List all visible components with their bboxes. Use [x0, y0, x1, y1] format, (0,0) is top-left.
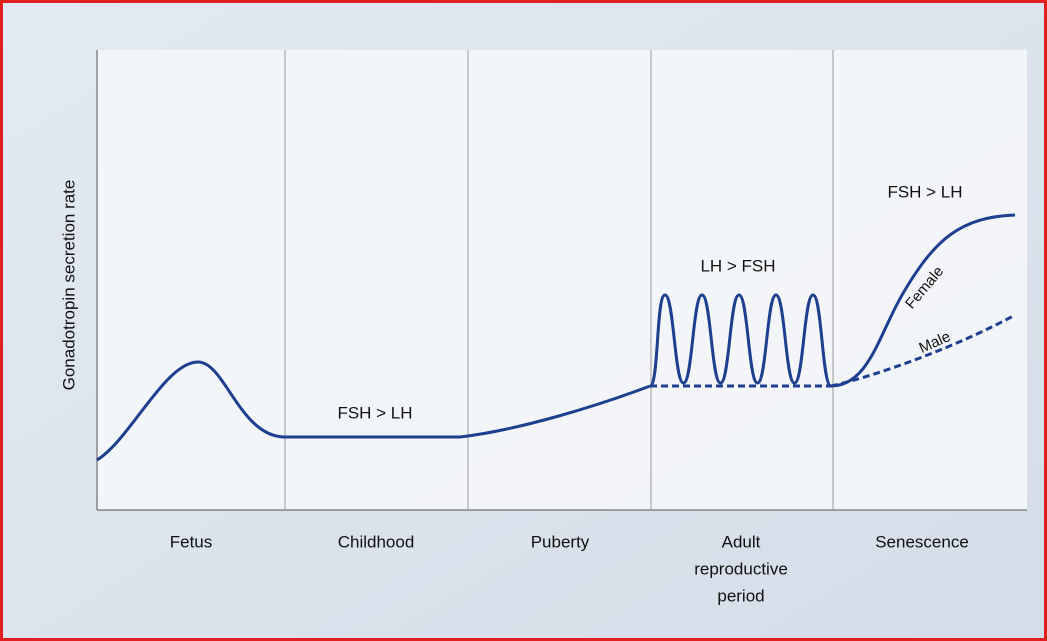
period-label: Senescence [875, 532, 969, 551]
annotation: FSH > LH [887, 182, 962, 201]
curves [96, 213, 1016, 462]
period-label: Fetus [170, 532, 213, 551]
period-label: Childhood [338, 532, 415, 551]
annotation: FSH > LH [337, 403, 412, 422]
annotation: LH > FSH [700, 256, 775, 275]
period-label: Puberty [531, 532, 590, 551]
y-axis-label: Gonadotropin secretion rate [59, 180, 78, 391]
period-label: period [717, 586, 764, 605]
male-curve [830, 313, 1016, 388]
axes [96, 50, 1027, 511]
period-label: Adult [722, 532, 761, 551]
plot-area [97, 50, 1027, 510]
period-label: reproductive [694, 559, 788, 578]
main-curve [96, 360, 651, 462]
